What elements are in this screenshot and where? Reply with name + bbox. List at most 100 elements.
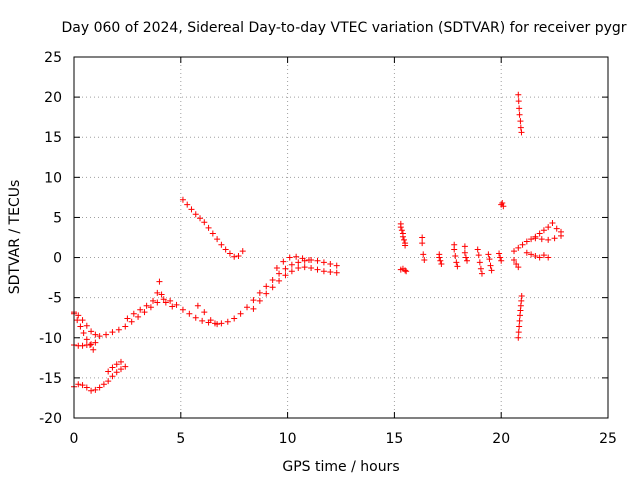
data-point xyxy=(461,243,468,250)
data-point xyxy=(553,225,560,232)
data-point xyxy=(192,211,199,218)
data-point xyxy=(80,329,87,336)
data-point xyxy=(498,257,505,264)
data-point xyxy=(150,297,157,304)
data-point xyxy=(256,297,263,304)
data-point xyxy=(333,262,340,269)
data-point xyxy=(154,299,161,306)
series-track-x xyxy=(523,249,552,261)
data-point xyxy=(117,366,124,373)
data-point xyxy=(516,317,523,324)
data-point xyxy=(74,317,81,324)
data-point xyxy=(92,331,99,338)
data-point xyxy=(515,329,522,336)
data-point xyxy=(438,260,445,267)
series-track-b xyxy=(71,310,97,353)
data-point xyxy=(188,206,195,213)
data-point xyxy=(532,235,539,242)
data-point xyxy=(156,278,163,285)
data-point xyxy=(231,253,238,260)
y-tick-label: -5 xyxy=(48,291,62,307)
data-point xyxy=(282,265,289,272)
data-point xyxy=(295,264,302,271)
series-track-a xyxy=(71,256,340,340)
data-point xyxy=(515,334,522,341)
data-point xyxy=(403,268,410,275)
data-point xyxy=(96,384,103,391)
data-point xyxy=(288,268,295,275)
data-point xyxy=(88,328,95,335)
data-point xyxy=(88,387,95,394)
data-point xyxy=(516,323,523,330)
data-point xyxy=(545,236,552,243)
data-point xyxy=(207,317,214,324)
data-point xyxy=(173,301,180,308)
data-point xyxy=(518,129,525,136)
series-track-g xyxy=(124,278,176,322)
data-point xyxy=(79,382,86,389)
y-tick-label: 5 xyxy=(53,210,62,226)
data-point xyxy=(451,246,458,253)
series-track-p xyxy=(461,243,471,264)
data-point xyxy=(160,296,167,303)
data-point xyxy=(92,339,99,346)
data-point xyxy=(402,242,409,249)
data-point xyxy=(295,259,302,266)
data-point xyxy=(218,241,225,248)
data-point xyxy=(486,256,493,263)
data-point xyxy=(402,267,409,274)
data-point xyxy=(515,244,522,251)
x-tick-label: 0 xyxy=(70,431,79,447)
data-point xyxy=(333,269,340,276)
data-point xyxy=(83,322,90,329)
x-axis-label: GPS time / hours xyxy=(282,459,399,475)
data-point xyxy=(282,272,289,279)
data-point xyxy=(109,373,116,380)
data-point xyxy=(528,251,535,258)
y-tick-label: -15 xyxy=(39,371,62,387)
data-point xyxy=(197,215,204,222)
data-point xyxy=(122,363,129,370)
data-point xyxy=(105,378,112,385)
data-point xyxy=(474,246,481,253)
data-point xyxy=(497,254,504,261)
data-point xyxy=(420,251,427,258)
data-point xyxy=(320,268,327,275)
y-tick-label: 10 xyxy=(44,170,62,186)
x-tick-label: 10 xyxy=(279,431,297,447)
data-point xyxy=(523,249,530,256)
data-point xyxy=(77,323,84,330)
data-point xyxy=(256,289,263,296)
data-point xyxy=(250,297,257,304)
data-point xyxy=(96,333,103,340)
data-point xyxy=(488,267,495,274)
data-point xyxy=(421,256,428,263)
data-point xyxy=(496,250,503,257)
series-track-f xyxy=(179,196,246,260)
data-point xyxy=(273,264,280,271)
data-point xyxy=(224,318,231,325)
data-point xyxy=(276,277,283,284)
data-point xyxy=(115,326,122,333)
series-track-r xyxy=(485,251,495,274)
data-point xyxy=(464,257,471,264)
data-point xyxy=(205,224,212,231)
series-track-v xyxy=(515,293,525,341)
y-tick-label: -20 xyxy=(39,411,62,427)
series-track-d xyxy=(71,363,129,394)
x-tick-label: 15 xyxy=(385,431,403,447)
data-point xyxy=(235,252,242,259)
data-point xyxy=(314,257,321,264)
data-point xyxy=(536,230,543,237)
data-point xyxy=(485,251,492,258)
data-points xyxy=(71,91,565,394)
series-track-l xyxy=(397,265,410,275)
data-point xyxy=(517,124,524,131)
data-point xyxy=(299,255,306,262)
y-tick-label: 25 xyxy=(44,50,62,66)
data-point xyxy=(263,283,270,290)
data-point xyxy=(538,236,545,243)
data-point xyxy=(239,248,246,255)
data-point xyxy=(214,321,221,328)
data-point xyxy=(218,320,225,327)
